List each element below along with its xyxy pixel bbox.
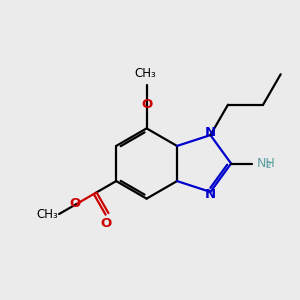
Text: N: N bbox=[205, 188, 216, 201]
Text: O: O bbox=[141, 98, 152, 111]
Text: CH₃: CH₃ bbox=[37, 208, 58, 220]
Text: NH: NH bbox=[257, 157, 276, 170]
Text: O: O bbox=[70, 197, 81, 210]
Text: O: O bbox=[100, 217, 111, 230]
Text: CH₃: CH₃ bbox=[134, 67, 156, 80]
Text: 2: 2 bbox=[266, 161, 271, 170]
Text: N: N bbox=[205, 126, 216, 140]
